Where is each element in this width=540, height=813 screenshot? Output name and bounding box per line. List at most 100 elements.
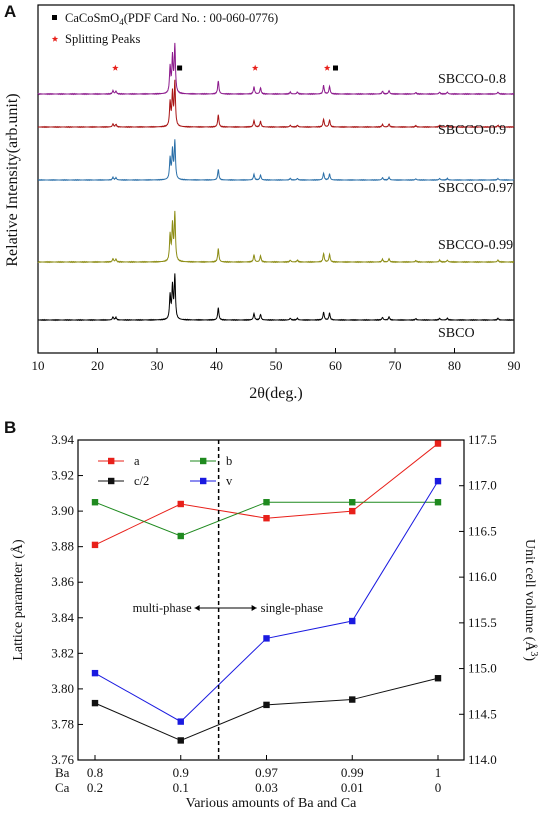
panel-b-y-tick-label: 3.78 <box>51 716 74 731</box>
splitting-peak-marker <box>251 64 259 71</box>
series-point-c2 <box>177 737 184 744</box>
series-point-a <box>434 440 442 447</box>
panel-a-x-tick-label: 10 <box>32 358 45 373</box>
xrd-series-label: SBCO <box>438 326 475 341</box>
series-point-c2 <box>263 701 270 709</box>
series-point-c2 <box>349 696 356 703</box>
ba-amount-label: 0.9 <box>173 765 189 780</box>
panel-b-y2-tick-label: 117.0 <box>468 478 497 493</box>
panel-b-y-tick-label: 3.94 <box>51 432 74 447</box>
legend-label-a: a <box>134 454 140 468</box>
ba-amount-label: 0.97 <box>255 765 278 780</box>
ca-amount-label: 0 <box>435 780 442 795</box>
legend-label-c2: c/2 <box>134 474 149 488</box>
xrd-pattern-line <box>37 210 515 264</box>
panel-b-letter: B <box>4 418 16 437</box>
panel-a-x-tick-label: 30 <box>151 358 164 373</box>
phase-arrow-right-head <box>251 605 257 611</box>
multi-phase-label: multi-phase <box>133 601 192 615</box>
legend-splitting-label: Splitting Peaks <box>65 32 140 46</box>
panel-b-y-tick-label: 3.90 <box>51 503 74 518</box>
series-line-c2 <box>94 677 439 741</box>
panel-a-frame <box>37 4 515 354</box>
panel-a-peak-markers <box>112 64 338 71</box>
series-point-c2 <box>91 699 99 707</box>
legend-label-b: b <box>226 454 232 468</box>
series-point-v <box>91 669 99 677</box>
panel-b-y2-tick-label: 116.5 <box>468 523 497 538</box>
ba-amount-label: 1 <box>435 765 442 780</box>
cacosmo4-peak-marker <box>333 65 338 71</box>
panel-a-x-tick-label: 70 <box>389 358 402 373</box>
legend-marker <box>108 477 115 485</box>
legend-marker <box>108 457 115 465</box>
panel-b-y2-tick-label: 114.5 <box>468 706 497 721</box>
series-point-b <box>349 499 356 506</box>
panel-b-y2-tick-label: 114.0 <box>468 752 497 767</box>
panel-b-y2-tick-label: 115.5 <box>468 615 497 630</box>
ca-amount-label: 0.01 <box>341 780 364 795</box>
series-point-a <box>263 515 270 522</box>
series-point-a <box>349 507 356 515</box>
xrd-pattern-line <box>37 79 515 129</box>
series-point-v <box>434 477 442 485</box>
series-point-a <box>177 500 184 508</box>
panel-a-x-tick-label: 40 <box>210 358 223 373</box>
legend-cacosmo4-label: CaCoSmO4(PDF Card No. : 00-060-0776) <box>65 11 278 27</box>
panel-a-x-label: 2θ(deg.) <box>249 385 302 402</box>
series-point-v <box>349 617 356 625</box>
splitting-peak-marker <box>112 64 119 71</box>
legend-marker <box>200 457 207 465</box>
row-label-ba: Ba <box>55 765 70 780</box>
ba-amount-label: 0.99 <box>341 765 364 780</box>
panel-a-letter: A <box>4 2 16 21</box>
series-point-b <box>91 499 99 506</box>
panel-a-legend: CaCoSmO4(PDF Card No. : 00-060-0776) Spli… <box>51 11 278 46</box>
series-point-b <box>263 499 270 506</box>
panel-b-axes: 3.76 3.78 3.80 3.82 3.84 3.86 3.88 3.90 3.92 3.94… <box>51 432 497 795</box>
xrd-series-label: SBCCO-0.97 <box>438 181 513 196</box>
panel-b-y2-tick-label: 117.5 <box>468 432 497 447</box>
series-point-v <box>263 635 270 642</box>
panel-a-x-ticks: 10 20 30 40 50 60 70 80 90 <box>32 348 521 373</box>
xrd-pattern-line <box>37 139 515 182</box>
panel-a-x-tick-label: 20 <box>91 358 104 373</box>
legend-square-marker <box>52 15 57 20</box>
panel-b-x-label: Various amounts of Ba and Ca <box>186 796 357 811</box>
series-point-a <box>91 541 99 549</box>
panel-a-x-tick-label: 50 <box>270 358 283 373</box>
panel-a-chart: 10 20 30 40 50 60 70 80 90 SBCO SBCCO-0.99 SBCCO-0… <box>4 4 521 402</box>
panel-b-y-label: Lattice parameter (Å) <box>10 539 26 661</box>
panel-a-series: SBCO SBCCO-0.99 SBCCO-0.97 SBCCO-0.9 SBCCO-0… <box>37 42 515 341</box>
xrd-series-label: SBCCO-0.8 <box>438 72 506 87</box>
xrd-pattern-line <box>37 273 515 322</box>
panel-b-y-tick-label: 3.88 <box>51 539 74 554</box>
panel-b-y-tick-label: 3.92 <box>51 468 74 483</box>
panel-b-y-tick-label: 3.82 <box>51 645 74 660</box>
legend-label-v: v <box>226 474 233 488</box>
panel-b-series <box>91 440 442 744</box>
legend-star-marker <box>51 35 59 42</box>
panel-b-y-tick-label: 3.80 <box>51 681 74 696</box>
panel-a-x-tick-label: 60 <box>329 358 342 373</box>
series-line-a <box>94 443 439 546</box>
panel-b-legend: a b c/2 v <box>98 454 233 488</box>
phase-arrow-left-head <box>194 605 200 611</box>
splitting-peak-marker <box>323 64 331 71</box>
xrd-series-label: SBCCO-0.9 <box>438 123 506 138</box>
phase-annotation: multi-phase single-phase <box>133 601 324 615</box>
xrd-series-label: SBCCO-0.99 <box>438 238 513 253</box>
panel-a-x-tick-label: 90 <box>508 358 521 373</box>
row-label-ca: Ca <box>55 780 70 795</box>
series-point-c2 <box>434 675 442 682</box>
single-phase-label: single-phase <box>261 601 324 615</box>
cacosmo4-peak-marker <box>177 65 183 71</box>
panel-a-x-tick-label: 80 <box>448 358 461 373</box>
panel-b-y2-label: Unit cell volume (Å3) <box>522 539 539 661</box>
panel-b-y-tick-label: 3.86 <box>51 574 74 589</box>
panel-b-chart: 3.76 3.78 3.80 3.82 3.84 3.86 3.88 3.90 3.92 3.94… <box>10 432 539 811</box>
ba-amount-label: 0.8 <box>87 765 103 780</box>
panel-b-y2-tick-label: 116.0 <box>468 569 497 584</box>
ca-amount-label: 0.03 <box>255 780 278 795</box>
